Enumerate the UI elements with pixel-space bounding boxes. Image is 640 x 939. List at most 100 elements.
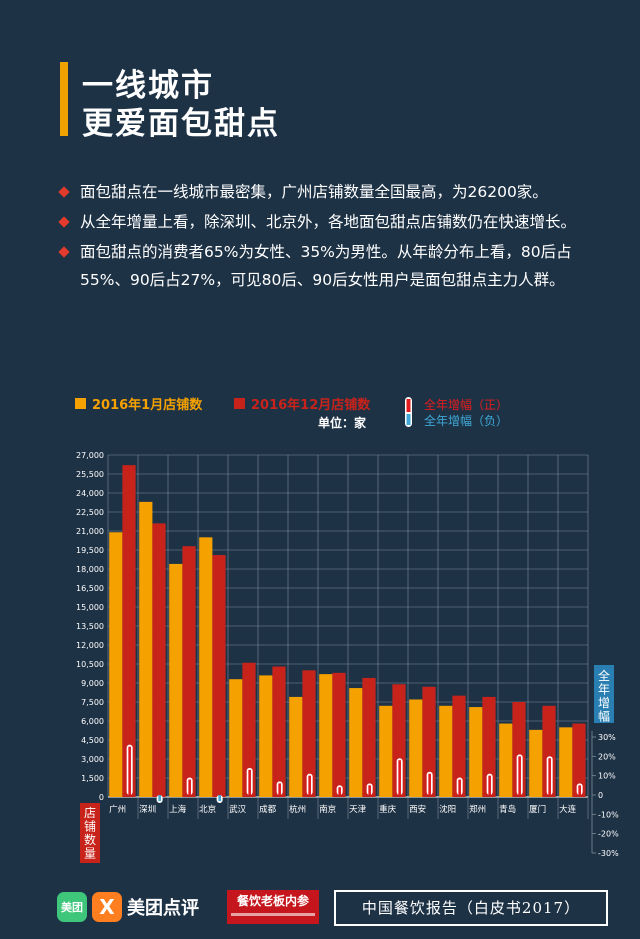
growth-fill-pos [368,785,371,795]
bar-jan [409,699,423,797]
growth-fill-neg [218,795,221,801]
bar-dec [422,686,436,797]
growth-fill-pos [578,785,581,795]
left-axis-title: 店铺数量 [84,806,96,861]
y-tick-label: 3,000 [81,755,104,764]
bar-jan [439,705,453,797]
bar-dec [122,465,136,797]
city-label: 上海 [169,804,187,815]
y-tick-label: 10,500 [76,660,104,669]
meituan-logo-icon: 美团 [57,892,87,922]
bullet-diamond-icon [58,246,70,258]
bar-dec [362,677,376,797]
city-label: 广州 [109,804,126,815]
city-label: 天津 [349,804,367,815]
legend-thermometer-icon [405,397,412,427]
right-axis-title: 全年增幅 [598,668,610,724]
y-tick-label: 9,000 [81,679,104,688]
legend-neg-label: 全年增幅（负） [424,413,508,428]
growth-fill-pos [338,787,341,795]
bar-jan [559,727,573,797]
bar-jan [169,563,183,797]
right-axis-title-box [594,665,614,723]
city-label: 青岛 [499,804,516,815]
y2-tick-label: -30% [598,849,619,858]
y-tick-label: 15,000 [76,603,104,612]
dianping-logo-icon: X [92,892,122,922]
bullet-item: 从全年增量上看，除深圳、北京外，各地面包甜点店铺数仍在快速增长。 [58,208,618,236]
city-label: 成都 [259,804,277,815]
growth-fill-pos [488,775,491,795]
y-tick-label: 19,500 [76,546,104,555]
legend-pos-label: 全年增幅（正） [424,397,508,412]
title-line-1: 一线城市 [82,68,214,104]
city-label: 郑州 [469,804,486,815]
y-tick-label: 13,500 [76,622,104,631]
bar-jan [379,705,393,797]
y-tick-label: 24,000 [76,489,104,498]
growth-fill-pos [128,746,131,795]
city-label: 沈阳 [439,804,456,815]
bullet-diamond-icon [58,186,70,198]
growth-fill-pos [518,756,521,795]
growth-fill-pos [428,773,431,795]
y-tick-label: 27,000 [76,451,104,460]
legend-jan-label: 2016年1月店铺数 [92,397,203,413]
bar-jan [229,679,243,797]
bullet-item: 面包甜点的消费者65%为女性、35%为男性。从年龄分布上看，80后占55%、90… [58,238,618,294]
store-count-chart: 2016年1月店铺数 2016年12月店铺数 单位：家 全年增幅（正） 全年增幅… [75,397,619,863]
city-label: 深圳 [139,804,156,815]
y2-tick-label: -20% [598,830,619,839]
bar-jan [469,707,483,797]
legend-dec-label: 2016年12月店铺数 [251,397,371,413]
bar-jan [499,723,513,797]
city-label: 武汉 [229,804,247,815]
partner-logo-subline [231,913,315,916]
bar-jan [109,532,123,797]
legend-swatch-dec [234,398,245,409]
partner-logo: 餐饮老板内参 [227,890,319,924]
growth-fill-pos [458,779,461,795]
y-tick-label: 25,500 [76,470,104,479]
y-tick-label: 7,500 [81,698,104,707]
bullet-list: 面包甜点在一线城市最密集，广州店铺数量全国最高，为26200家。 从全年增量上看… [58,178,618,296]
y2-tick-label: 0 [598,791,603,800]
bar-dec [242,662,256,797]
unit-label: 单位：家 [318,415,367,430]
city-label: 重庆 [379,804,397,815]
growth-fill-pos [188,779,191,795]
city-label: 西安 [409,804,426,815]
city-label: 南京 [319,804,336,815]
bar-dec [182,546,196,797]
y-tick-label: 16,500 [76,584,104,593]
bar-dec [572,723,586,797]
bar-dec [452,695,466,797]
bullet-diamond-icon [58,216,70,228]
bar-dec [152,523,166,797]
bar-dec [332,672,346,797]
y-tick-label: 22,500 [76,508,104,517]
growth-fill-pos [548,758,551,795]
y-tick-label: 18,000 [76,565,104,574]
bar-dec [482,696,496,797]
city-label: 厦门 [529,804,546,815]
y-tick-label: 6,000 [81,717,104,726]
report-title: 中国餐饮报告（白皮书2017） [334,890,608,926]
y2-tick-label: -10% [598,810,619,819]
bar-jan [349,688,363,797]
legend-swatch-jan [75,398,86,409]
bar-dec [212,555,226,797]
city-label: 大连 [559,804,577,815]
bar-jan [319,674,333,797]
y2-tick-label: 10% [598,772,616,781]
y-tick-label: 1,500 [81,774,104,783]
left-axis-title-box [80,803,100,863]
bar-jan [199,537,213,797]
title-line-2: 更爱面包甜点 [82,106,280,142]
bar-dec [272,666,286,797]
growth-fill-pos [398,760,401,795]
y-tick-label: 0 [99,793,104,802]
bar-jan [259,675,273,797]
y-tick-label: 12,000 [76,641,104,650]
growth-fill-pos [308,775,311,795]
